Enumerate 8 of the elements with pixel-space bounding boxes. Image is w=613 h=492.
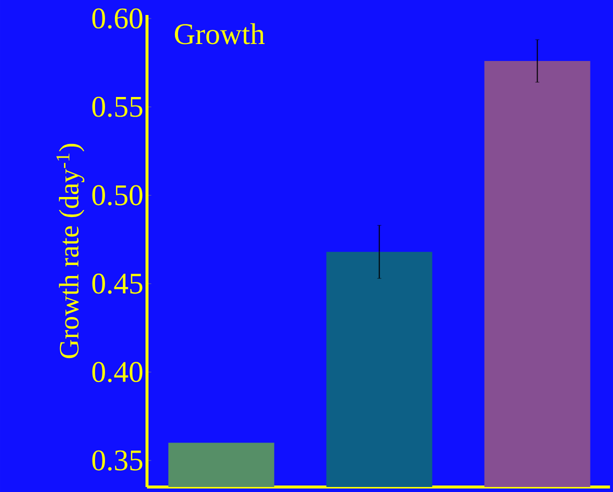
y-tick-label: 0.55 — [92, 96, 142, 118]
y-tick-label: 0.35 — [92, 450, 142, 471]
chart-title: Growth — [174, 23, 265, 44]
y-tick-label: 0.40 — [92, 362, 142, 382]
y-axis-title: Growth rate (day$^{-1}$) — [56, 144, 84, 358]
y-tick-label: 0.45 — [92, 274, 142, 294]
y-tick-label: 0.60 — [92, 8, 142, 29]
y-tick-label: 0.50 — [92, 185, 142, 206]
